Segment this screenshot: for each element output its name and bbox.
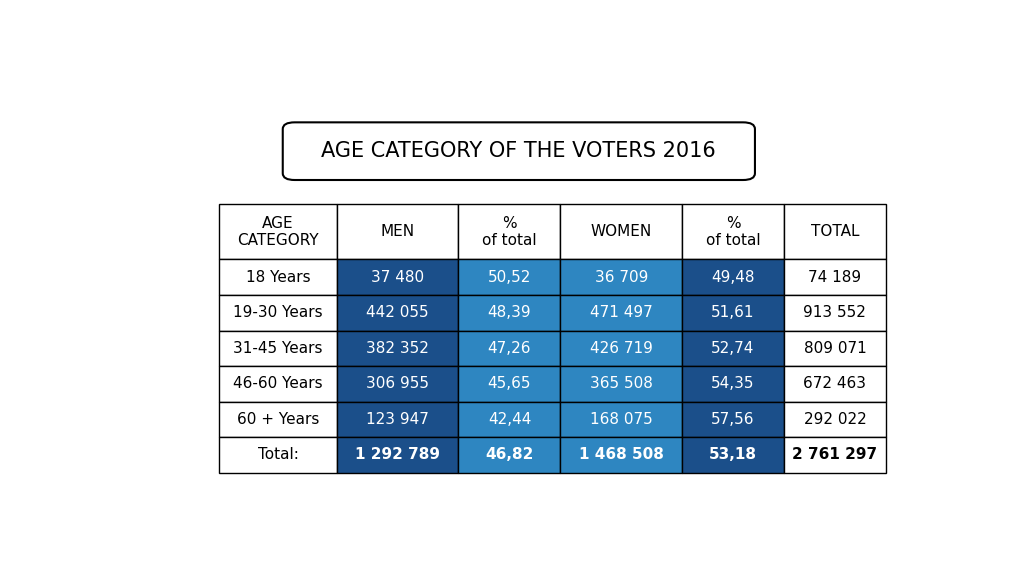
Bar	[784, 437, 886, 473]
Text: 672 463: 672 463	[804, 376, 866, 391]
Text: MEN: MEN	[381, 225, 415, 240]
Bar	[560, 331, 682, 366]
Text: 54,35: 54,35	[712, 376, 755, 391]
Text: 42,44: 42,44	[487, 412, 531, 427]
Text: 31-45 Years: 31-45 Years	[233, 341, 323, 356]
Text: 48,39: 48,39	[487, 305, 531, 320]
Text: 60 + Years: 60 + Years	[237, 412, 319, 427]
Bar	[459, 204, 560, 259]
Bar	[784, 331, 886, 366]
Text: 471 497: 471 497	[590, 305, 652, 320]
Text: 426 719: 426 719	[590, 341, 652, 356]
Bar	[219, 366, 337, 401]
Bar	[682, 295, 784, 331]
Bar	[459, 331, 560, 366]
Bar	[337, 295, 459, 331]
Text: 49,48: 49,48	[712, 270, 755, 285]
Bar	[682, 331, 784, 366]
Text: AGE
CATEGORY: AGE CATEGORY	[238, 215, 318, 248]
Bar	[784, 204, 886, 259]
Text: 1 292 789: 1 292 789	[355, 448, 440, 463]
Bar	[784, 259, 886, 295]
Bar	[219, 259, 337, 295]
Text: 809 071: 809 071	[804, 341, 866, 356]
Bar	[459, 295, 560, 331]
Text: TOTAL: TOTAL	[811, 225, 859, 240]
Text: 382 352: 382 352	[367, 341, 429, 356]
Text: %
of total: % of total	[482, 215, 537, 248]
Bar	[682, 437, 784, 473]
Text: 123 947: 123 947	[367, 412, 429, 427]
Bar	[459, 259, 560, 295]
Text: 46-60 Years: 46-60 Years	[233, 376, 323, 391]
Text: 19-30 Years: 19-30 Years	[233, 305, 323, 320]
Bar	[219, 295, 337, 331]
Text: 365 508: 365 508	[590, 376, 652, 391]
Text: 50,52: 50,52	[487, 270, 531, 285]
Bar	[219, 401, 337, 437]
Bar	[682, 401, 784, 437]
Bar	[337, 331, 459, 366]
Bar	[560, 259, 682, 295]
Text: 51,61: 51,61	[712, 305, 755, 320]
Text: 306 955: 306 955	[367, 376, 429, 391]
Bar	[682, 259, 784, 295]
Bar	[682, 366, 784, 401]
Text: AGE CATEGORY OF THE VOTERS 2016: AGE CATEGORY OF THE VOTERS 2016	[322, 141, 716, 161]
Text: 37 480: 37 480	[371, 270, 424, 285]
Bar	[337, 204, 459, 259]
Text: 46,82: 46,82	[485, 448, 534, 463]
Bar	[560, 366, 682, 401]
Text: 292 022: 292 022	[804, 412, 866, 427]
Bar	[337, 437, 459, 473]
Bar	[560, 295, 682, 331]
Text: 1 468 508: 1 468 508	[579, 448, 664, 463]
Bar	[560, 401, 682, 437]
Text: %
of total: % of total	[706, 215, 760, 248]
Text: 18 Years: 18 Years	[246, 270, 310, 285]
Text: WOMEN: WOMEN	[591, 225, 652, 240]
Bar	[784, 401, 886, 437]
Bar	[459, 366, 560, 401]
Text: 53,18: 53,18	[709, 448, 757, 463]
Text: 45,65: 45,65	[487, 376, 531, 391]
Bar	[337, 366, 459, 401]
Bar	[219, 204, 337, 259]
Bar	[560, 437, 682, 473]
Text: 913 552: 913 552	[804, 305, 866, 320]
Text: 47,26: 47,26	[487, 341, 531, 356]
Bar	[682, 204, 784, 259]
Bar	[459, 401, 560, 437]
Text: 52,74: 52,74	[712, 341, 755, 356]
Text: 74 189: 74 189	[808, 270, 861, 285]
FancyBboxPatch shape	[283, 122, 755, 180]
Bar	[219, 437, 337, 473]
Bar	[219, 331, 337, 366]
Bar	[560, 204, 682, 259]
Text: 57,56: 57,56	[712, 412, 755, 427]
Text: 168 075: 168 075	[590, 412, 652, 427]
Bar	[337, 401, 459, 437]
Bar	[784, 366, 886, 401]
Text: Total:: Total:	[258, 448, 299, 463]
Text: 442 055: 442 055	[367, 305, 429, 320]
Bar	[337, 259, 459, 295]
Bar	[459, 437, 560, 473]
Bar	[784, 295, 886, 331]
Text: 36 709: 36 709	[595, 270, 648, 285]
Text: 2 761 297: 2 761 297	[793, 448, 878, 463]
